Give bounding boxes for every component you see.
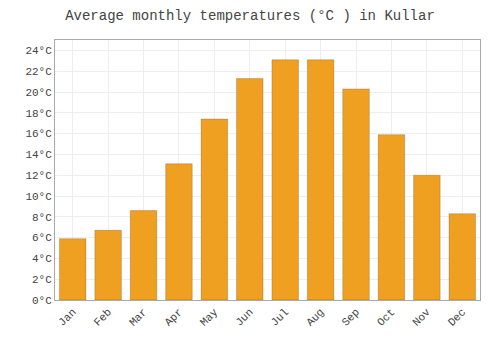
- svg-text:Jul: Jul: [269, 306, 291, 328]
- svg-text:22°C: 22°C: [25, 66, 52, 78]
- svg-text:Dec: Dec: [446, 306, 468, 328]
- svg-text:Jun: Jun: [233, 306, 255, 328]
- svg-text:14°C: 14°C: [25, 149, 52, 161]
- svg-text:6°C: 6°C: [32, 232, 52, 244]
- svg-text:20°C: 20°C: [25, 87, 52, 99]
- svg-text:16°C: 16°C: [25, 128, 52, 140]
- svg-text:Sep: Sep: [340, 306, 362, 328]
- svg-text:Apr: Apr: [162, 306, 184, 328]
- svg-text:Mar: Mar: [127, 306, 149, 328]
- svg-text:Nov: Nov: [410, 306, 433, 329]
- svg-text:May: May: [198, 306, 221, 329]
- svg-text:Oct: Oct: [375, 306, 397, 328]
- svg-text:Jan: Jan: [56, 306, 78, 328]
- svg-text:24°C: 24°C: [25, 45, 52, 57]
- svg-text:18°C: 18°C: [25, 108, 52, 120]
- svg-text:Feb: Feb: [92, 306, 114, 328]
- svg-text:Average monthly temperatures (: Average monthly temperatures (°C ) in Ku…: [65, 8, 435, 24]
- svg-text:10°C: 10°C: [25, 191, 52, 203]
- svg-text:Aug: Aug: [304, 306, 326, 328]
- svg-text:2°C: 2°C: [32, 274, 52, 286]
- svg-text:0°C: 0°C: [32, 295, 52, 307]
- svg-text:8°C: 8°C: [32, 212, 52, 224]
- svg-text:4°C: 4°C: [32, 253, 52, 265]
- svg-text:12°C: 12°C: [25, 170, 52, 182]
